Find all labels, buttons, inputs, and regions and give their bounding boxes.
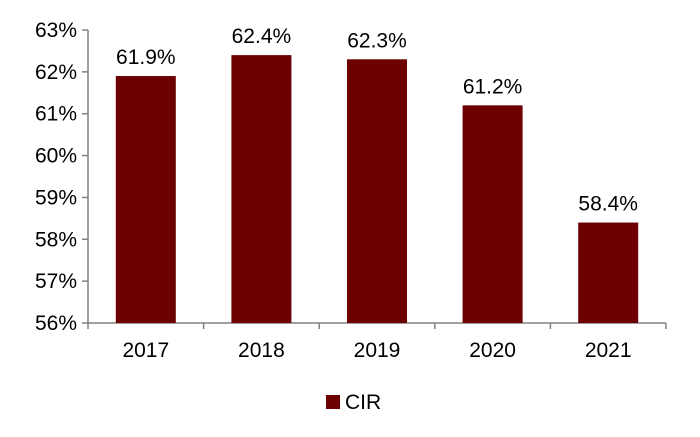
bar (578, 222, 639, 323)
data-label: 58.4% (578, 193, 638, 216)
x-tick-label: 2021 (585, 339, 632, 362)
x-axis: 2017 2018 2019 2020 2021 (87, 322, 667, 362)
x-tick-label: 2020 (469, 339, 516, 362)
legend-label-cir: CIR (345, 391, 381, 414)
x-tick-label: 2019 (354, 339, 401, 362)
bar (462, 105, 523, 323)
data-label: 62.3% (347, 29, 407, 52)
bar (347, 59, 407, 324)
y-tick-label: 57% (35, 270, 77, 293)
data-label: 61.2% (463, 75, 523, 98)
y-tick-label: 61% (35, 103, 77, 126)
y-tick-label: 63% (35, 19, 77, 42)
y-tick-label: 56% (35, 312, 77, 335)
legend-swatch-cir (326, 395, 340, 409)
legend: CIR (326, 391, 381, 414)
y-tick-label: 58% (35, 228, 77, 251)
data-label: 62.4% (232, 25, 292, 48)
x-tick-label: 2018 (238, 339, 285, 362)
data-labels: 61.9% 62.4% 62.3% 61.2% 58.4% (116, 25, 638, 215)
y-tick-label: 62% (35, 61, 77, 84)
x-tick-label: 2017 (122, 339, 169, 362)
y-tick-label: 60% (35, 145, 77, 168)
bar (115, 76, 176, 324)
y-axis: 56% 57% 58% 59% 60% 61% 62% 63% (35, 19, 89, 335)
bar-series-cir (115, 55, 639, 324)
bar (231, 55, 292, 323)
y-tick-label: 59% (35, 186, 77, 209)
data-label: 61.9% (116, 46, 176, 69)
